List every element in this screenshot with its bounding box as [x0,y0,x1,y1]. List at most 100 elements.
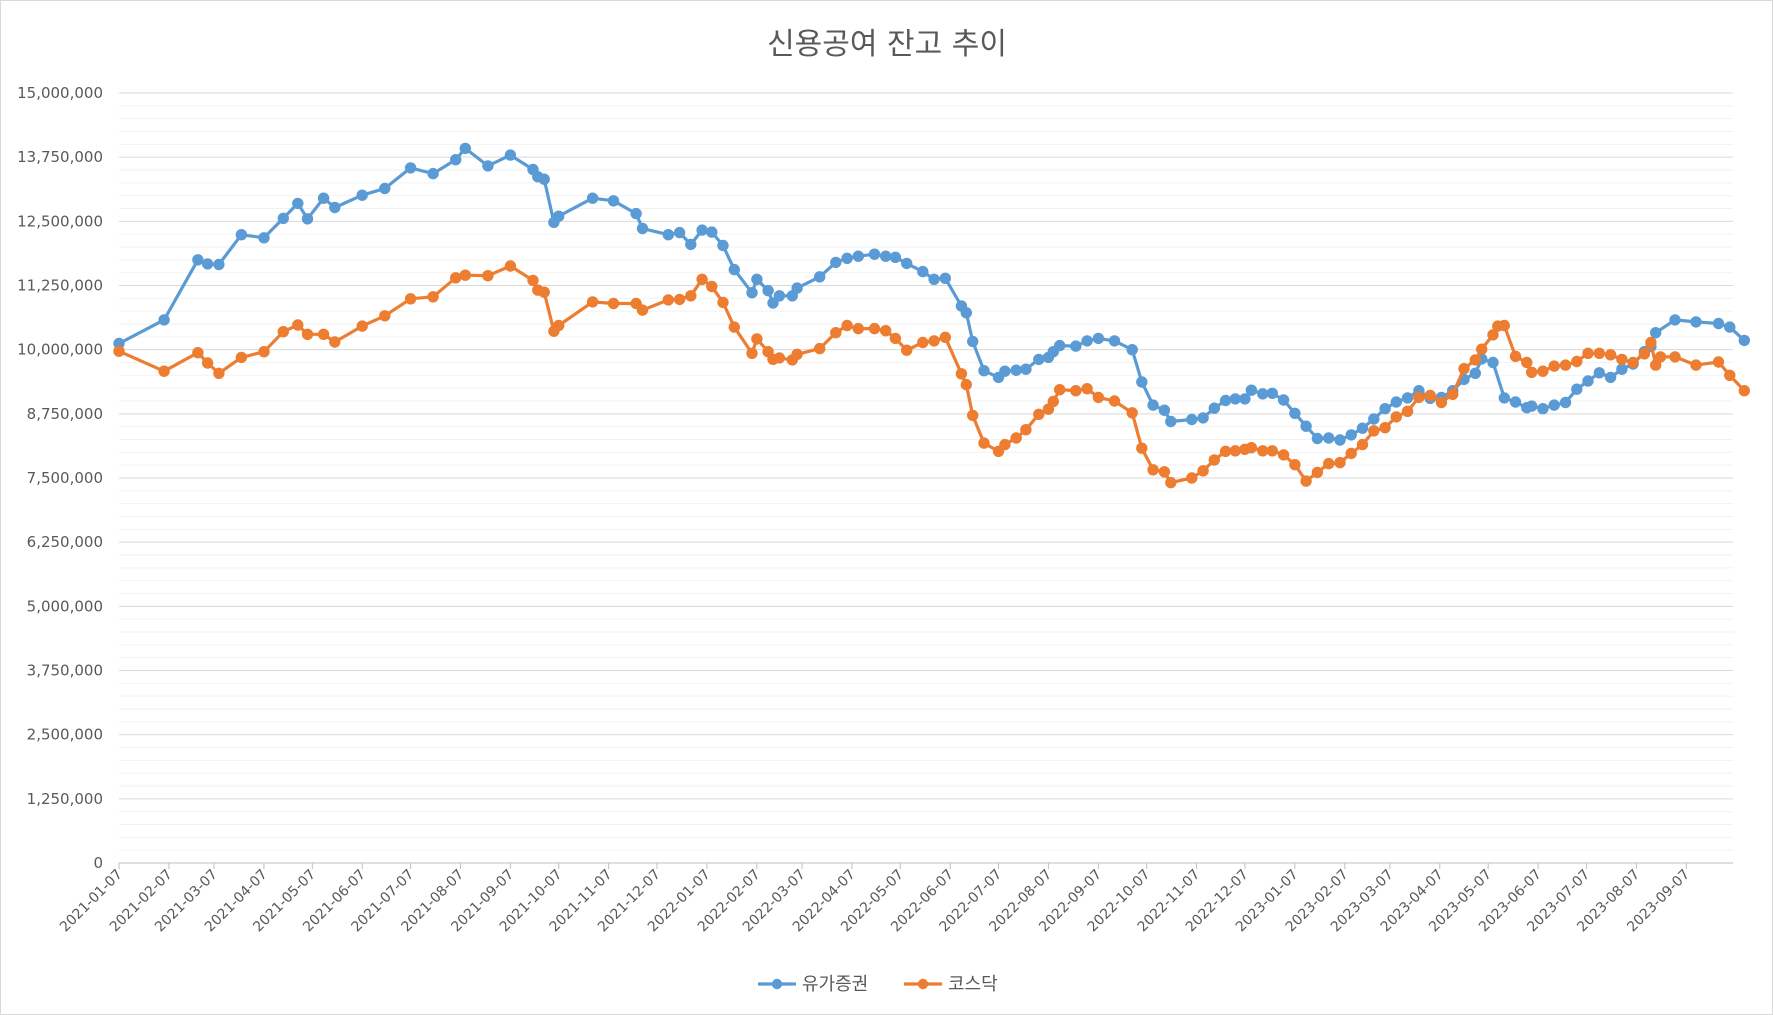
data-point [673,293,686,306]
data-point [459,269,471,281]
data-point [1650,327,1662,339]
legend-marker [917,978,929,990]
data-point [1345,447,1357,460]
data-point [1108,395,1121,407]
data-point [317,328,330,340]
data-point [955,368,968,380]
legend-label: 코스닥 [948,974,998,995]
data-point [1208,454,1221,466]
data-point [1571,383,1583,395]
data-point [1245,384,1258,396]
data-point [1669,314,1681,326]
data-point [889,332,902,345]
data-point [1186,472,1198,484]
data-point [1126,407,1138,419]
data-point [1458,363,1470,375]
data-point [1257,388,1269,400]
data-point [1020,424,1032,436]
data-point [673,226,686,239]
data-point [636,304,649,316]
data-point [773,352,786,364]
data-point [685,290,697,302]
data-point [662,229,674,241]
data-point [773,290,786,302]
data-point [841,252,853,264]
data-point [1738,385,1751,397]
data-point [917,336,929,349]
data-point [978,365,990,377]
data-point [1476,343,1488,355]
y-tick-label: 13,750,000 [17,148,103,166]
data-point [791,282,803,294]
data-point [201,357,214,369]
data-point [967,335,979,348]
data-point [939,272,951,284]
data-point [706,226,718,238]
data-point [1724,321,1736,333]
data-point [235,351,248,364]
data-point [538,173,550,185]
data-point [1136,376,1148,388]
data-point [1289,407,1301,419]
data-point [192,347,204,359]
data-point [1092,332,1105,345]
data-point [1537,403,1549,415]
data-point [1604,371,1617,384]
data-point [527,274,539,287]
data-point [1509,396,1522,408]
data-point [1165,476,1177,489]
data-point [767,297,779,309]
data-point [728,321,740,333]
data-point [1311,432,1324,445]
data-point [1645,336,1657,349]
data-point [1108,335,1121,347]
data-point [1334,456,1346,469]
data-point [880,250,892,262]
data-point [1300,420,1312,432]
data-point [830,256,842,269]
data-point [1229,445,1242,457]
data-point [1165,415,1177,428]
data-point [1616,363,1628,375]
data-point [1277,449,1290,461]
data-point [1266,387,1279,399]
y-tick-label: 10,000,000 [17,341,103,359]
data-point [841,319,853,332]
data-point [427,291,439,303]
data-point [746,347,758,359]
data-point [1266,445,1279,457]
data-point [1690,359,1702,371]
chart-title: 신용공여 잔고 추이 [767,27,1007,62]
data-point [868,248,881,260]
y-tick-label: 3,750,000 [27,662,103,680]
data-point [1593,347,1606,359]
grid-lines [119,92,1733,864]
data-point [685,238,697,251]
y-tick-label: 15,000,000 [17,84,103,102]
y-tick-label: 6,250,000 [27,533,103,551]
data-point [586,296,599,308]
y-tick-label: 12,500,000 [17,212,103,230]
data-point [201,258,214,270]
data-point [1571,355,1583,368]
data-point [158,314,170,326]
y-tick-label: 2,500,000 [27,726,103,744]
y-tick-label: 8,750,000 [27,405,103,423]
data-point [235,229,248,241]
data-point [1334,434,1346,446]
data-point [1582,347,1594,359]
data-point [1047,395,1060,408]
data-point [1616,353,1628,366]
data-point [482,270,494,282]
data-point [1559,396,1572,409]
data-point [706,280,718,293]
data-point [960,307,972,319]
data-point [1368,425,1380,437]
data-point [213,258,225,271]
data-point [1257,445,1269,457]
y-tick-label: 0 [93,854,103,872]
data-point [967,409,979,422]
data-point [751,333,763,345]
data-point [717,239,729,252]
